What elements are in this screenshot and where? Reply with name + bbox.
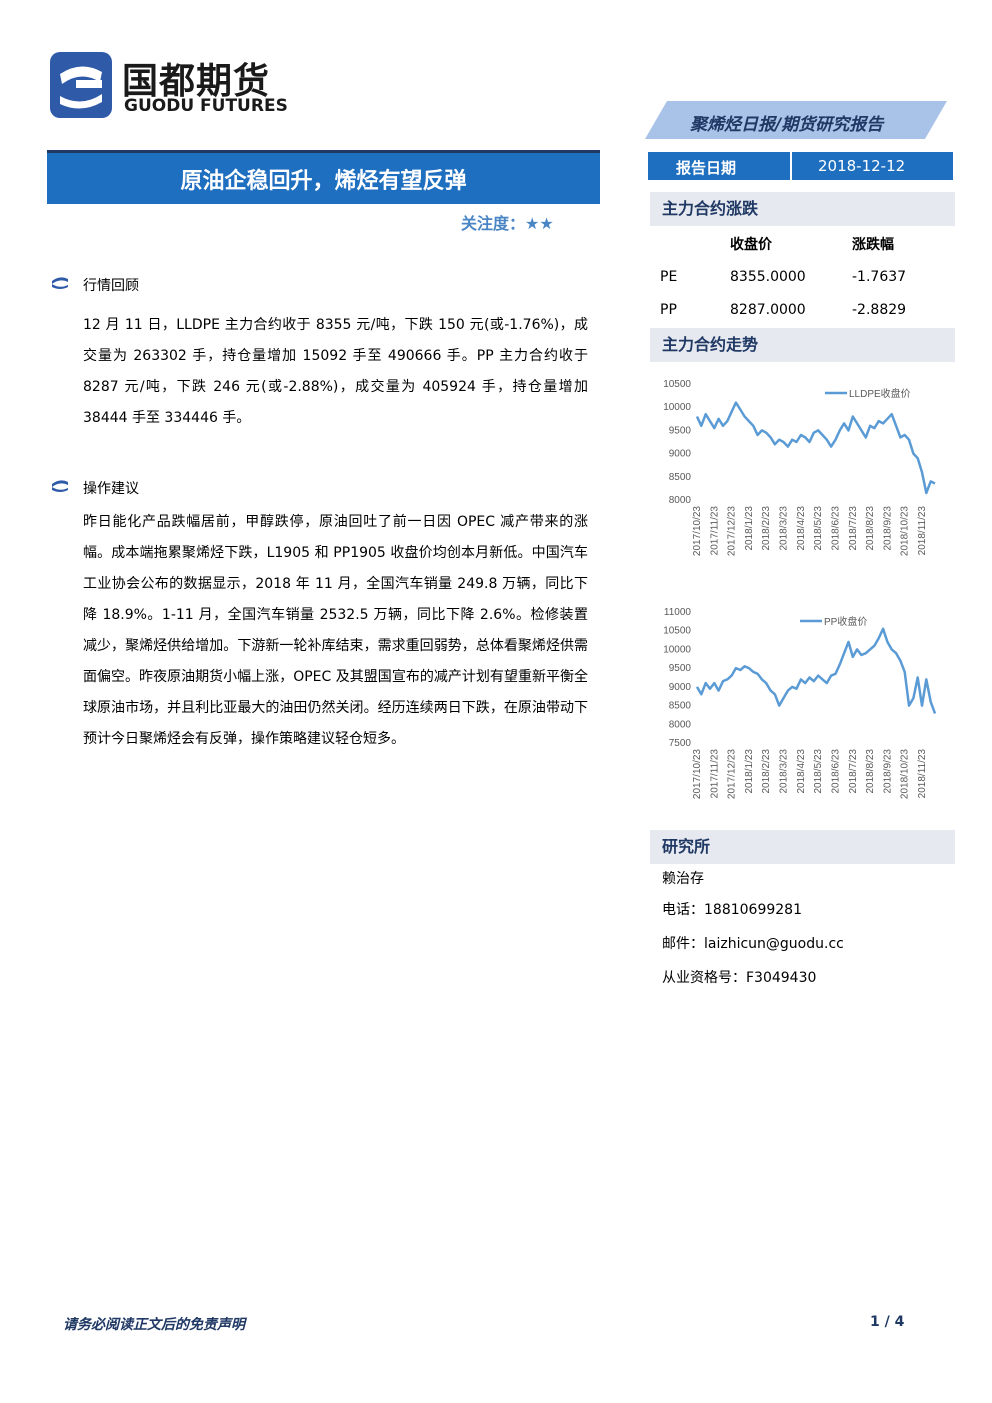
x-tick-label: 2018/10/23 bbox=[900, 749, 911, 799]
y-tick-label: 10000 bbox=[663, 402, 691, 413]
logo-cn: 国都期货 bbox=[122, 61, 271, 102]
chart: 7500 8000 8500 9000 9500 10000 10500 11000 2017/… bbox=[663, 607, 937, 799]
x-tick-label: 2018/5/23 bbox=[813, 749, 824, 794]
date-bar bbox=[648, 152, 953, 180]
paragraph: 昨日能化产品跌幅居前，甲醇跌停，原油回吐了前一日因 OPEC 减产带来的涨幅。成… bbox=[83, 514, 588, 747]
date-label: 报告日期 bbox=[676, 159, 737, 177]
logo-en: GUODU FUTURES bbox=[124, 96, 288, 116]
side-heading: 研究所 bbox=[650, 830, 955, 864]
analyst: 赖治存 bbox=[662, 871, 704, 887]
y-tick-label: 10500 bbox=[663, 626, 691, 637]
x-tick-label: 2018/9/23 bbox=[882, 506, 893, 551]
report-type-band bbox=[645, 101, 947, 139]
x-tick-label: 2017/10/23 bbox=[692, 506, 703, 556]
x-tick-label: 2017/10/23 bbox=[692, 749, 703, 799]
report-date: 2018-12-12 bbox=[818, 157, 906, 175]
x-tick-label: 2018/4/23 bbox=[796, 506, 807, 551]
y-tick-label: 9000 bbox=[669, 682, 692, 693]
legend-label: PP收盘价 bbox=[824, 615, 867, 628]
side-heading: 主力合约走势 bbox=[650, 328, 955, 362]
legend-label: LLDPE收盘价 bbox=[849, 387, 911, 400]
table-header: 涨跌幅 bbox=[852, 237, 894, 253]
table-header: 收盘价 bbox=[730, 237, 772, 253]
section-heading: 行情回顾 bbox=[83, 278, 139, 294]
license: 从业资格号：F3049430 bbox=[662, 970, 817, 986]
table-cell: -2.8829 bbox=[852, 302, 907, 318]
x-tick-label: 2018/4/23 bbox=[796, 749, 807, 794]
attention: 关注度：★★ bbox=[461, 210, 554, 234]
chart: 8000 8500 9000 9500 10000 10500 2017/10/23 2017… bbox=[663, 379, 936, 556]
x-tick-label: 2018/7/23 bbox=[848, 506, 859, 551]
divider bbox=[790, 152, 792, 180]
table-cell: PP bbox=[660, 302, 677, 318]
x-tick-label: 2018/3/23 bbox=[779, 749, 790, 794]
attention-stars: ★★ bbox=[525, 214, 554, 233]
email: 邮件：laizhicun@guodu.cc bbox=[662, 936, 844, 952]
title-bar bbox=[47, 150, 600, 204]
x-tick-label: 2017/11/23 bbox=[709, 749, 720, 799]
x-tick-label: 2018/8/23 bbox=[865, 506, 876, 551]
disclaimer: 请务必阅读正文后的免责声明 bbox=[63, 1317, 245, 1333]
section-heading: 操作建议 bbox=[83, 481, 139, 497]
y-tick-label: 10500 bbox=[663, 379, 691, 390]
table-cell: -1.7637 bbox=[852, 269, 907, 285]
y-tick-label: 8500 bbox=[669, 701, 692, 712]
y-tick-label: 8000 bbox=[669, 719, 692, 730]
paragraph: 12 月 11 日，LLDPE 主力合约收于 8355 元/吨，下跌 150 元… bbox=[83, 317, 588, 426]
side-heading: 主力合约涨跌 bbox=[650, 192, 955, 226]
x-tick-label: 2018/10/23 bbox=[900, 506, 911, 556]
x-tick-label: 2017/11/23 bbox=[709, 506, 720, 556]
y-tick-label: 8500 bbox=[669, 472, 692, 483]
y-tick-label: 9500 bbox=[669, 425, 692, 436]
x-tick-label: 2017/12/23 bbox=[727, 506, 738, 556]
section-icon bbox=[52, 277, 68, 289]
x-tick-label: 2018/2/23 bbox=[761, 506, 772, 551]
report-type: 聚烯烃日报/期货研究报告 bbox=[690, 115, 884, 135]
y-tick-label: 9000 bbox=[669, 449, 692, 460]
x-tick-label: 2018/8/23 bbox=[865, 749, 876, 794]
table-cell: PE bbox=[660, 269, 678, 285]
y-tick-label: 9500 bbox=[669, 663, 692, 674]
phone: 电话：18810699281 bbox=[662, 902, 802, 918]
series-line bbox=[695, 627, 937, 714]
report-title: 原油企稳回升，烯烃有望反弹 bbox=[180, 169, 467, 194]
table-cell: 8355.0000 bbox=[730, 269, 806, 285]
page-number: 1 / 4 bbox=[870, 1314, 905, 1330]
x-tick-label: 2018/6/23 bbox=[830, 749, 841, 794]
y-tick-label: 11000 bbox=[664, 607, 692, 618]
x-tick-label: 2018/7/23 bbox=[848, 749, 859, 794]
series-line bbox=[695, 401, 936, 495]
attention-label: 关注度： bbox=[461, 214, 526, 233]
x-tick-label: 2018/5/23 bbox=[813, 506, 824, 551]
x-tick-label: 2018/3/23 bbox=[779, 506, 790, 551]
x-tick-label: 2018/1/23 bbox=[744, 506, 755, 551]
y-tick-label: 7500 bbox=[669, 738, 692, 749]
section-icon bbox=[52, 480, 68, 492]
x-tick-label: 2017/12/23 bbox=[727, 749, 738, 799]
table-cell: 8287.0000 bbox=[730, 302, 806, 318]
y-tick-label: 8000 bbox=[669, 495, 692, 506]
x-tick-label: 2018/6/23 bbox=[830, 506, 841, 551]
logo-mark bbox=[50, 52, 112, 118]
y-tick-label: 10000 bbox=[663, 644, 691, 655]
x-tick-label: 2018/9/23 bbox=[882, 749, 893, 794]
x-tick-label: 2018/11/23 bbox=[917, 749, 928, 799]
x-tick-label: 2018/2/23 bbox=[761, 749, 772, 794]
x-tick-label: 2018/1/23 bbox=[744, 749, 755, 794]
x-tick-label: 2018/11/23 bbox=[917, 506, 928, 556]
